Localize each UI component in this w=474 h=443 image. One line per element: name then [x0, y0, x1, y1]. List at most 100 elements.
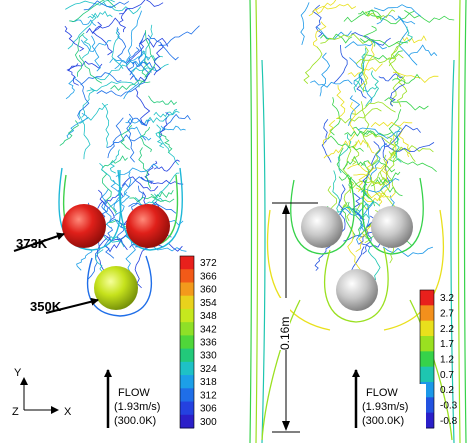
temperature-colorbar-swatch — [180, 401, 194, 416]
contour-line — [342, 145, 355, 194]
contour-line — [126, 10, 142, 61]
dimension-label: 0.16m — [278, 317, 292, 350]
contour-line — [103, 226, 115, 259]
vorticity-colorbar-tick-label: 2.2 — [440, 324, 454, 335]
contour-line — [132, 61, 158, 73]
temperature-colorbar-swatch — [180, 388, 194, 403]
contour-line — [387, 136, 396, 161]
sphere-top-left — [301, 206, 343, 248]
contour-line — [102, 155, 128, 169]
contour-line — [69, 0, 116, 22]
contour-line — [107, 117, 124, 159]
contour-line — [131, 67, 154, 82]
temperature-colorbar-swatch — [180, 335, 194, 350]
temperature-colorbar-swatch — [180, 414, 194, 429]
temperature-colorbar: 372 366 360 354 348 342 336 330 324 318 312 306 300 — [179, 255, 217, 429]
channel-wall-contours — [249, 0, 467, 443]
heated-sphere-top-left — [62, 204, 106, 248]
contour-line — [343, 155, 365, 170]
contour-line — [392, 73, 421, 84]
contour-line — [408, 44, 438, 57]
contour-line — [66, 112, 89, 139]
contour-line — [398, 127, 412, 158]
vorticity-colorbar-tick-label: 3.2 — [440, 293, 454, 304]
contour-line — [358, 40, 375, 88]
contour-line — [101, 188, 112, 229]
temperature-colorbar-tick-label: 330 — [200, 351, 217, 362]
sphere-wake-contours-right — [261, 177, 453, 441]
contour-line — [401, 35, 427, 44]
contour-line — [360, 101, 370, 148]
contour-line — [153, 108, 178, 118]
contour-line — [352, 192, 365, 221]
contour-line — [355, 187, 396, 199]
contour-line — [105, 239, 128, 253]
contour-line — [397, 15, 418, 66]
contour-line — [351, 126, 392, 136]
contour-line — [322, 119, 336, 146]
contour-line — [65, 0, 115, 10]
temperature-contour-field — [59, 0, 200, 289]
contour-line — [308, 0, 337, 17]
temperature-colorbar-swatch — [180, 308, 194, 323]
contour-line — [138, 31, 149, 78]
temperature-colorbar-swatch — [180, 375, 194, 389]
contour-line — [138, 147, 152, 189]
vorticity-colorbar-swatch — [420, 320, 434, 337]
contour-line — [314, 246, 331, 271]
temperature-colorbar-tick-label: 318 — [200, 377, 217, 388]
contour-line — [78, 110, 91, 160]
contour-line — [310, 79, 353, 88]
contour-line — [91, 35, 101, 72]
sphere-top-right — [371, 206, 413, 248]
contour-line — [158, 25, 200, 47]
contour-line — [67, 13, 97, 50]
contour-line — [80, 39, 112, 52]
contour-line — [156, 124, 179, 166]
contour-line — [74, 32, 85, 77]
contour-line — [363, 132, 394, 145]
contour-line — [93, 61, 130, 81]
temperature-colorbar-swatch — [180, 348, 194, 363]
contour-line — [344, 41, 387, 50]
temperature-colorbar-tick-label: 306 — [200, 404, 217, 415]
contour-line — [64, 25, 85, 52]
contour-line — [323, 140, 349, 159]
temperature-colorbar-tick-label: 348 — [200, 311, 217, 322]
axis-x-label: X — [64, 406, 72, 418]
contour-line — [75, 78, 90, 120]
contour-line — [146, 110, 180, 124]
contour-line — [388, 158, 437, 173]
contour-line — [365, 70, 380, 107]
contour-line — [139, 126, 152, 153]
contour-line — [384, 97, 429, 111]
temperature-colorbar-frame — [179, 255, 195, 429]
contour-line — [86, 17, 119, 35]
flow-indicator-right: FLOW (1.93m/s) (300.0K) — [352, 369, 426, 430]
contour-line — [110, 79, 151, 91]
axis-z-label: Z — [12, 406, 19, 418]
contour-line — [348, 95, 361, 126]
contour-line — [144, 160, 158, 184]
temperature-colorbar-tick-label: 336 — [200, 338, 217, 349]
contour-line — [111, 28, 124, 69]
contour-line — [371, 179, 403, 197]
contour-line — [378, 171, 401, 185]
contour-line — [353, 173, 389, 186]
contour-line — [343, 10, 382, 23]
contour-line — [347, 226, 363, 277]
contour-line — [319, 52, 331, 97]
contour-line — [153, 43, 164, 76]
contour-line — [118, 0, 164, 15]
contour-line — [343, 176, 353, 222]
axis-triad: Y Z X — [12, 367, 72, 418]
contour-line — [144, 30, 156, 78]
panel-divider — [236, 0, 244, 443]
contour-line — [329, 97, 341, 136]
contour-line — [382, 246, 434, 257]
temperature-colorbar-tick-label: 372 — [200, 258, 217, 269]
contour-line — [98, 189, 115, 221]
contour-line — [358, 9, 382, 21]
contour-line — [78, 54, 103, 84]
vorticity-colorbar-tick-label: 1.7 — [440, 339, 454, 350]
